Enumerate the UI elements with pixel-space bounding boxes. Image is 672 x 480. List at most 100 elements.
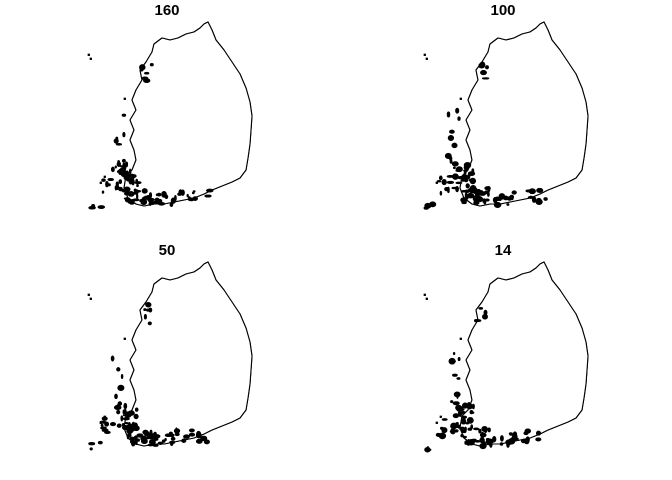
island bbox=[460, 189, 468, 193]
island bbox=[123, 97, 126, 100]
island bbox=[97, 205, 106, 210]
korea-map bbox=[87, 21, 253, 210]
island bbox=[510, 196, 514, 201]
island bbox=[466, 417, 474, 424]
island bbox=[136, 183, 139, 188]
island bbox=[105, 180, 109, 188]
island bbox=[452, 351, 456, 356]
island bbox=[101, 178, 106, 182]
island bbox=[435, 181, 438, 184]
island bbox=[107, 183, 111, 187]
island bbox=[471, 438, 477, 442]
island bbox=[499, 435, 504, 442]
map-panel-1: 160 bbox=[0, 0, 336, 240]
island bbox=[127, 198, 133, 204]
island bbox=[87, 53, 90, 56]
island bbox=[455, 181, 463, 185]
island bbox=[139, 64, 146, 71]
korea-map bbox=[423, 21, 589, 210]
island bbox=[483, 199, 487, 205]
island bbox=[457, 116, 461, 121]
island bbox=[142, 429, 149, 435]
island bbox=[478, 307, 484, 310]
islands bbox=[87, 293, 210, 451]
island bbox=[455, 107, 460, 114]
island bbox=[146, 308, 150, 312]
island bbox=[439, 175, 442, 178]
island bbox=[147, 436, 155, 440]
island bbox=[115, 184, 120, 191]
panel-title: 160 bbox=[154, 2, 180, 19]
island bbox=[465, 183, 470, 189]
island bbox=[450, 400, 454, 404]
island bbox=[148, 192, 153, 199]
island bbox=[439, 190, 443, 196]
island bbox=[535, 430, 542, 436]
island bbox=[449, 129, 455, 134]
island bbox=[143, 308, 147, 312]
island bbox=[435, 421, 438, 424]
island bbox=[487, 185, 491, 193]
island bbox=[147, 443, 154, 447]
island bbox=[489, 441, 493, 448]
island bbox=[101, 190, 105, 194]
island bbox=[473, 200, 480, 206]
island bbox=[124, 421, 129, 425]
island bbox=[524, 439, 530, 445]
panel-title: 100 bbox=[490, 2, 516, 19]
island bbox=[122, 417, 130, 421]
island bbox=[180, 189, 185, 196]
island bbox=[157, 441, 164, 445]
peninsula-coast bbox=[123, 261, 253, 447]
island bbox=[460, 433, 464, 438]
island bbox=[439, 415, 442, 418]
island bbox=[463, 162, 472, 169]
island bbox=[124, 173, 133, 178]
island bbox=[161, 439, 166, 443]
island bbox=[109, 422, 117, 427]
island bbox=[126, 434, 130, 440]
island bbox=[170, 436, 176, 441]
island bbox=[153, 431, 157, 438]
island bbox=[115, 142, 123, 146]
island bbox=[455, 404, 463, 411]
island bbox=[130, 410, 134, 414]
island bbox=[183, 434, 190, 439]
island bbox=[487, 427, 491, 433]
island bbox=[104, 421, 110, 427]
island bbox=[459, 97, 462, 100]
island bbox=[152, 444, 159, 447]
island bbox=[121, 113, 127, 117]
island bbox=[120, 373, 124, 380]
island bbox=[133, 435, 138, 441]
island bbox=[475, 197, 483, 201]
island bbox=[452, 373, 458, 377]
island bbox=[478, 192, 486, 196]
island bbox=[452, 401, 460, 406]
map-panel-4: 14 bbox=[336, 240, 672, 480]
island bbox=[141, 76, 149, 81]
island bbox=[99, 421, 102, 424]
island bbox=[204, 194, 212, 198]
island bbox=[463, 168, 467, 175]
island bbox=[181, 438, 187, 443]
island bbox=[121, 158, 126, 163]
island bbox=[187, 197, 195, 202]
peninsula-coast bbox=[123, 21, 253, 207]
peninsula-coast bbox=[459, 21, 589, 207]
island bbox=[441, 179, 447, 186]
island bbox=[492, 436, 497, 443]
island bbox=[89, 297, 92, 300]
island bbox=[114, 165, 117, 169]
island bbox=[479, 437, 485, 444]
island bbox=[169, 202, 174, 207]
island bbox=[494, 198, 497, 206]
island bbox=[116, 409, 121, 415]
map-panel-2: 100 bbox=[336, 0, 672, 240]
island bbox=[103, 415, 106, 418]
island bbox=[528, 188, 536, 195]
island bbox=[122, 131, 126, 138]
island bbox=[107, 177, 114, 182]
island bbox=[447, 134, 455, 142]
island bbox=[206, 188, 214, 193]
